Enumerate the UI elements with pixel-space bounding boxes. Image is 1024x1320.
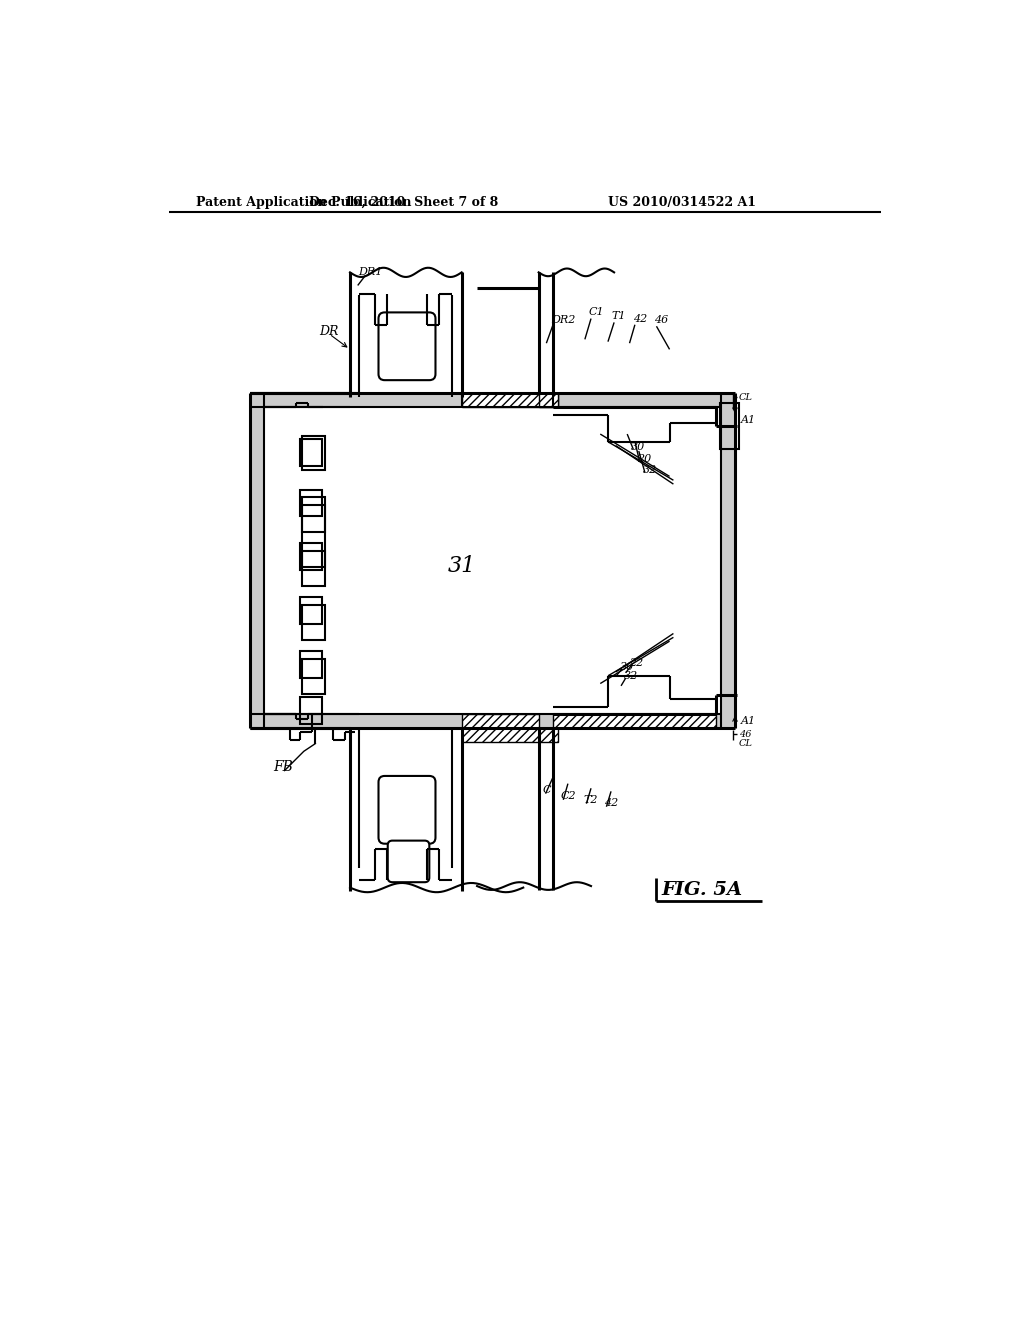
Text: FB: FB (273, 760, 293, 774)
Bar (462, 729, 558, 742)
Text: C2: C2 (560, 791, 575, 801)
Text: 31: 31 (447, 556, 476, 578)
Text: A1: A1 (740, 416, 756, 425)
Text: 20: 20 (637, 454, 651, 463)
Text: 32: 32 (643, 465, 656, 475)
Bar (250, 393, 264, 729)
Text: DR2: DR2 (551, 315, 575, 325)
Bar (300, 651, 322, 678)
FancyBboxPatch shape (379, 313, 435, 380)
Bar (301, 552, 325, 586)
FancyBboxPatch shape (379, 776, 435, 843)
Text: T2: T2 (584, 795, 598, 805)
Bar (301, 498, 325, 532)
Text: CL: CL (739, 739, 753, 748)
Text: Patent Application Publication: Patent Application Publication (196, 195, 412, 209)
Text: C: C (543, 785, 551, 795)
Bar (300, 440, 322, 466)
Text: 46: 46 (654, 315, 669, 325)
Text: 32: 32 (624, 671, 638, 681)
Bar (553, 714, 716, 729)
Bar (301, 506, 325, 566)
Text: 22: 22 (630, 657, 644, 668)
Bar (300, 490, 322, 516)
Text: CL: CL (739, 392, 753, 401)
Bar (301, 436, 325, 470)
Text: 30: 30 (620, 661, 634, 672)
Bar (301, 659, 325, 693)
Bar (250, 393, 735, 407)
Text: DR1: DR1 (358, 267, 383, 277)
Text: Dec. 16, 2010  Sheet 7 of 8: Dec. 16, 2010 Sheet 7 of 8 (309, 195, 499, 209)
FancyBboxPatch shape (388, 841, 429, 882)
Text: T1: T1 (611, 312, 627, 321)
Bar (300, 697, 322, 725)
Bar (462, 714, 539, 729)
Text: A1: A1 (740, 715, 756, 726)
Text: C1: C1 (589, 308, 604, 317)
Bar (300, 597, 322, 624)
Bar (462, 393, 558, 407)
Text: DR: DR (319, 325, 339, 338)
Text: 42: 42 (604, 797, 618, 808)
Bar (300, 544, 322, 570)
Text: 30: 30 (631, 442, 645, 453)
Bar (539, 393, 558, 407)
Text: US 2010/0314522 A1: US 2010/0314522 A1 (608, 195, 756, 209)
Text: 46: 46 (739, 730, 752, 739)
Bar (720, 404, 739, 449)
Text: 42: 42 (633, 314, 647, 323)
Bar (250, 714, 735, 729)
Bar (721, 393, 735, 729)
Text: FIG. 5A: FIG. 5A (662, 880, 743, 899)
Bar (301, 605, 325, 640)
